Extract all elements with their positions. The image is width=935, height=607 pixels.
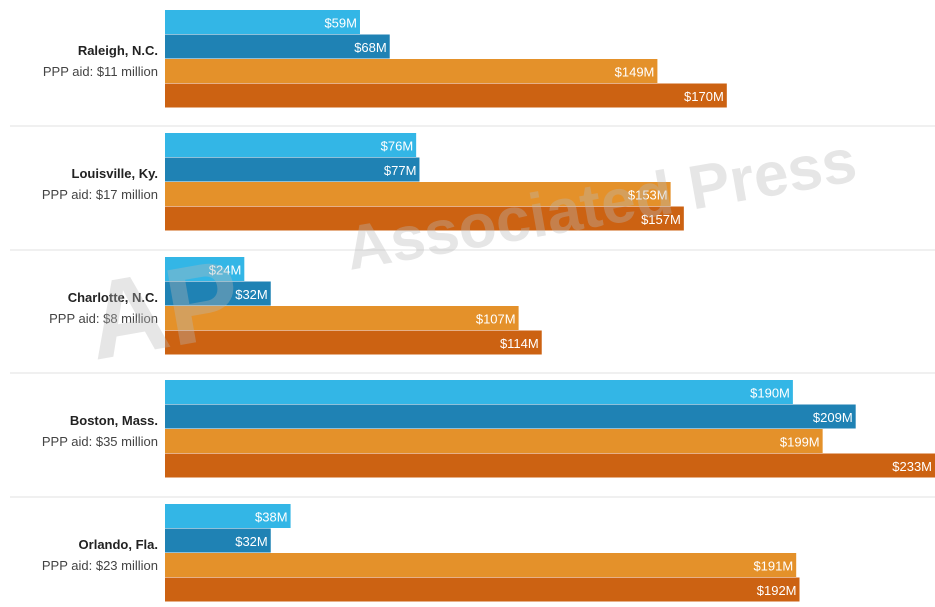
bar <box>165 306 519 330</box>
city-name: Charlotte, N.C. <box>68 290 158 305</box>
watermark-logo: AP <box>78 236 250 384</box>
bar-value-label: $59M <box>324 15 357 30</box>
bar-value-label: $32M <box>235 534 268 549</box>
city-group: Boston, Mass. PPP aid: $35 million $190M $2… <box>10 372 935 478</box>
bar-value-label: $114M <box>500 336 539 351</box>
ppp-aid-label: PPP aid: $35 million <box>42 434 158 449</box>
city-group: Charlotte, N.C. PPP aid: $8 million $24M $3… <box>10 249 935 355</box>
bar <box>165 380 793 404</box>
bar <box>165 429 823 453</box>
bar-value-label: $32M <box>235 287 268 302</box>
bar <box>165 577 800 602</box>
bar <box>165 281 271 306</box>
ppp-aid-label: PPP aid: $17 million <box>42 187 158 202</box>
bar-value-label: $153M <box>628 187 668 202</box>
bar <box>165 34 390 59</box>
bar-value-label: $199M <box>780 434 820 449</box>
bar-value-label: $107M <box>476 311 516 326</box>
city-name: Raleigh, N.C. <box>78 43 158 58</box>
ppp-aid-label: PPP aid: $11 million <box>43 64 158 79</box>
city-group: Louisville, Ky. PPP aid: $17 million $76M $… <box>10 125 935 231</box>
city-group: Orlando, Fla. PPP aid: $23 million $38M $32… <box>10 496 935 602</box>
bar <box>165 404 856 429</box>
bar <box>165 504 291 528</box>
bar-value-label: $68M <box>354 40 387 55</box>
city-name: Louisville, Ky. <box>72 166 158 181</box>
bar-value-label: $149M <box>615 64 655 79</box>
bar <box>165 157 420 182</box>
bar-value-label: $190M <box>750 385 790 400</box>
bar-value-label: $191M <box>753 558 793 573</box>
ppp-aid-label: PPP aid: $8 million <box>49 311 158 326</box>
bar-value-label: $157M <box>641 212 681 227</box>
watermark-text: Associated Press <box>340 126 861 284</box>
bar-value-label: $77M <box>384 163 417 178</box>
bar-value-label: $38M <box>255 509 288 524</box>
bar-value-label: $209M <box>813 410 853 425</box>
bar-value-label: $192M <box>757 583 797 598</box>
ppp-aid-label: PPP aid: $23 million <box>42 558 158 573</box>
chart-groups: Raleigh, N.C. PPP aid: $11 million $59M $68… <box>10 10 935 602</box>
bar-value-label: $233M <box>892 459 932 474</box>
bar <box>165 133 417 157</box>
bar-value-label: $76M <box>381 138 414 153</box>
bar <box>165 206 684 231</box>
bar <box>165 182 671 206</box>
bar <box>165 257 245 281</box>
bar-value-label: $24M <box>209 262 242 277</box>
bar <box>165 330 542 355</box>
city-name: Boston, Mass. <box>70 413 158 428</box>
bar <box>165 528 271 553</box>
bar-value-label: $170M <box>684 89 724 104</box>
city-name: Orlando, Fla. <box>79 537 158 552</box>
bar <box>165 10 360 34</box>
bar <box>165 59 658 83</box>
bar <box>165 453 935 478</box>
bar <box>165 553 797 577</box>
city-group: Raleigh, N.C. PPP aid: $11 million $59M $68… <box>43 10 727 108</box>
bar <box>165 83 727 108</box>
